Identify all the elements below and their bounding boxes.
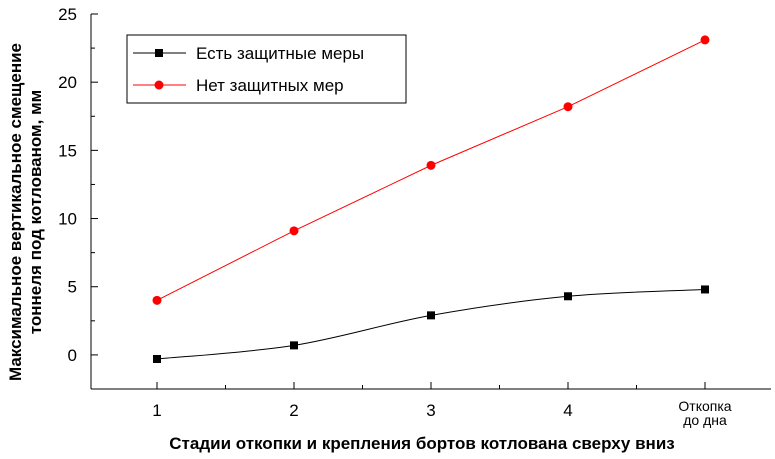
data-point-series-1: [427, 311, 435, 320]
data-point-series-1: [153, 355, 161, 363]
y-tick-label: 20: [58, 73, 77, 92]
data-point-series-1: [701, 285, 709, 294]
data-point-series-1: [290, 341, 298, 350]
data-point-series-2: [289, 226, 299, 236]
legend-marker-protected: [155, 49, 163, 57]
data-point-series-2: [563, 102, 573, 112]
y-tick-label: 25: [58, 5, 77, 24]
x-tick-label: 1: [152, 401, 161, 420]
data-point-series-2: [426, 160, 436, 170]
x-tick-label: 3: [426, 401, 435, 420]
x-tick-label: до дна: [683, 412, 727, 428]
data-point-series-2: [152, 295, 162, 305]
x-axis-title: Стадии откопки и крепления бортов котлов…: [169, 434, 674, 453]
y-axis-ticks: 0 5 10 15 20 25: [58, 5, 98, 365]
legend-label-unprotected: Нет защитных мер: [196, 76, 344, 95]
y-axis-title-line-2: тоннеля под котлованом, мм: [26, 90, 45, 334]
data-point-series-2: [700, 35, 710, 45]
legend-label-protected: Есть защитные меры: [196, 44, 364, 63]
x-tick-label: 2: [289, 401, 298, 420]
legend-marker-unprotected: [154, 80, 164, 90]
y-tick-label: 10: [58, 210, 77, 229]
legend-box: [126, 34, 407, 104]
series-line-1: [156, 288, 706, 360]
y-tick-label: 5: [68, 278, 77, 297]
y-axis-title-line-1: Максимальное вертикальное смещение: [6, 43, 25, 381]
series-layer: [152, 35, 710, 363]
legend: Есть защитные меры Нет защитных мер: [126, 34, 407, 104]
x-tick-label: Откопка: [678, 398, 731, 414]
y-tick-label: 15: [58, 141, 77, 160]
y-tick-label: 0: [68, 346, 77, 365]
data-point-series-1: [564, 292, 572, 301]
x-tick-label: 4: [563, 401, 572, 420]
